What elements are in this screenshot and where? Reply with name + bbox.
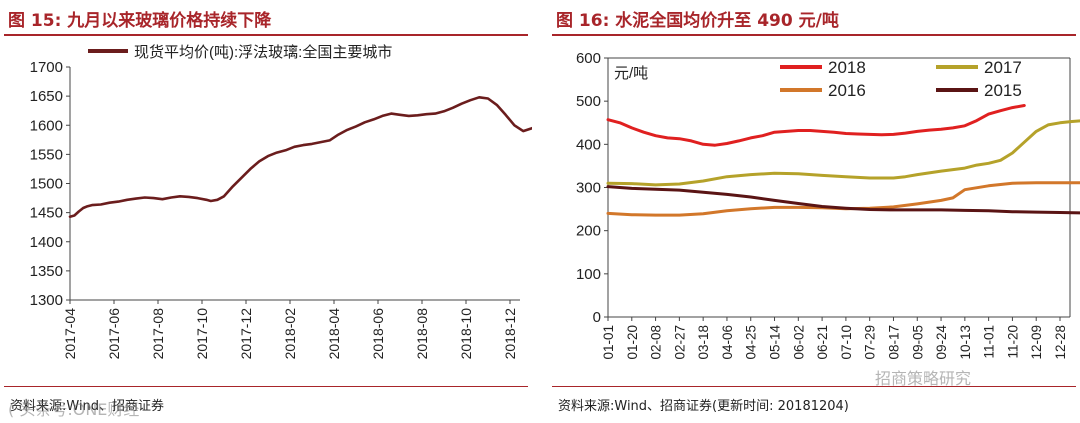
legend-label-2015: 2015 [984,81,1022,100]
series-line-2018 [606,104,1026,147]
x-tick-label: 2017-10 [194,308,210,360]
watermark-left: ( 头条号:ONE财经 [8,400,140,419]
chart-panel-glass: 图 15: 九月以来玻璃价格持续下降 1700 1650 1600 1550 1500 1… [0,0,532,423]
y-tick-label: 300 [576,180,601,197]
x-tick-label: 2018-10 [458,308,474,360]
x-tick-label: 05-14 [768,325,783,360]
y-tick-label: 600 [576,50,601,67]
chart-title: 图 15: 九月以来玻璃价格持续下降 [8,11,272,31]
x-tick-label: 01-01 [601,325,616,360]
x-tick-label: 06-02 [791,325,806,360]
legend-label: 现货平均价(吨):浮法玻璃:全国主要城市 [134,43,392,61]
x-tick-label: 07-29 [863,325,878,360]
x-tick-label: 08-17 [886,325,901,360]
x-tick-label: 04-25 [744,325,759,360]
x-tick-label: 12-28 [1053,325,1068,360]
y-tick-label: 400 [576,136,601,153]
y-tick-label: 1600 [30,117,63,134]
chart-panel-cement: 图 16: 水泥全国均价升至 490 元/吨 600 500 400 300 200 10… [548,0,1080,423]
series-line-现货平均价(吨):浮法玻璃:全国主要城市 [68,96,532,218]
title-divider [4,34,528,36]
x-tick-label: 02-27 [672,325,687,360]
legend-label-2017: 2017 [984,58,1022,77]
series-line-2017 [606,119,1080,187]
y-tick-label: 200 [576,223,601,240]
y-tick-label: 1650 [30,88,63,105]
title-divider [552,34,1076,36]
y-tick-label: 500 [576,93,601,110]
y-tick-label: 1700 [30,59,63,76]
legend-label-2016: 2016 [828,81,866,100]
x-tick-label: 10-13 [958,325,973,360]
x-tick-label: 2018-08 [414,308,430,360]
x-tick-label: 2017-06 [106,308,122,360]
x-tick-label: 11-01 [982,325,997,359]
source-note: 资料来源:Wind、招商证券 [10,399,165,414]
y-tick-label: 1550 [30,146,63,163]
watermark-right: 招商策略研究 [875,369,972,388]
y-tick-label: 100 [576,266,601,283]
x-tick-label: 02-08 [649,325,664,360]
x-tick-label: 07-10 [839,325,854,360]
y-tick-label: 1450 [30,205,63,222]
x-tick-label: 11-20 [1005,325,1020,359]
x-tick-label: 2018-02 [282,308,298,360]
x-tick-label: 12-09 [1029,325,1044,360]
x-tick-label: 09-05 [910,325,925,360]
chart-title: 图 16: 水泥全国均价升至 490 元/吨 [556,11,839,31]
source-divider [552,386,1076,387]
x-tick-label: 03-18 [696,325,711,360]
glass-price-chart: 1700165016001550150014501400135013002017… [30,43,532,360]
x-tick-label: 2017-08 [150,308,166,360]
y-tick-label: 0 [593,309,601,326]
x-tick-label: 01-20 [625,325,640,360]
y-tick-label: 1300 [30,292,63,309]
x-tick-label: 2018-12 [502,308,518,360]
x-tick-label: 09-24 [934,325,949,360]
x-tick-label: 04-06 [720,325,735,360]
series-line-2015 [606,185,1080,215]
source-note: 资料来源:Wind、招商证券(更新时间: 20181204) [558,399,849,414]
y-axis-unit: 元/吨 [614,65,648,82]
y-tick-label: 1400 [30,234,63,251]
legend-label-2018: 2018 [828,58,866,77]
y-tick-label: 1350 [30,263,63,280]
x-tick-label: 06-21 [815,325,830,360]
source-divider [4,386,528,387]
cement-price-chart: 600 500 400 300 200 100 001-01 01-20 02-08 02-27 0… [576,50,1080,360]
x-tick-label: 2018-06 [370,308,386,360]
x-tick-label: 2017-12 [238,308,254,360]
y-tick-label: 1500 [30,176,63,193]
x-tick-label: 2017-04 [62,308,78,360]
x-tick-label: 2018-04 [326,308,342,360]
